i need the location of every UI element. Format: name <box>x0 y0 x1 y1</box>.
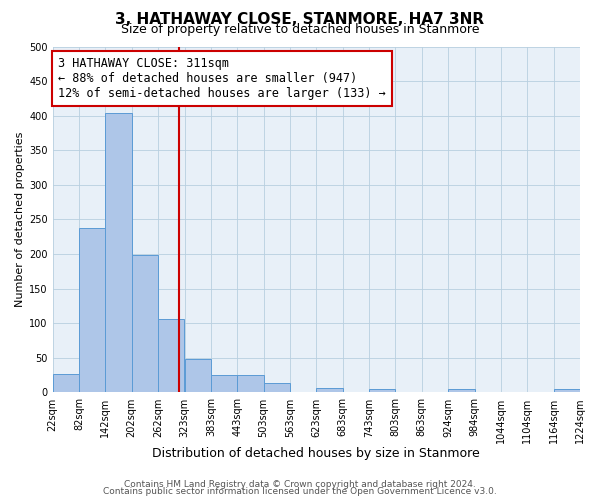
Bar <box>448 389 475 392</box>
Bar <box>554 389 580 392</box>
Bar <box>369 389 395 392</box>
Bar <box>264 384 290 392</box>
Text: 3, HATHAWAY CLOSE, STANMORE, HA7 3NR: 3, HATHAWAY CLOSE, STANMORE, HA7 3NR <box>115 12 485 27</box>
Bar <box>53 374 79 392</box>
Text: Size of property relative to detached houses in Stanmore: Size of property relative to detached ho… <box>121 23 479 36</box>
X-axis label: Distribution of detached houses by size in Stanmore: Distribution of detached houses by size … <box>152 447 480 460</box>
Bar <box>185 358 211 392</box>
Text: Contains public sector information licensed under the Open Government Licence v3: Contains public sector information licen… <box>103 487 497 496</box>
Bar <box>79 228 105 392</box>
Text: 3 HATHAWAY CLOSE: 311sqm
← 88% of detached houses are smaller (947)
12% of semi-: 3 HATHAWAY CLOSE: 311sqm ← 88% of detach… <box>58 57 386 100</box>
Bar <box>316 388 343 392</box>
Bar <box>211 375 237 392</box>
Bar <box>132 255 158 392</box>
Bar <box>238 375 263 392</box>
Bar <box>158 319 184 392</box>
Bar <box>106 113 131 392</box>
Text: Contains HM Land Registry data © Crown copyright and database right 2024.: Contains HM Land Registry data © Crown c… <box>124 480 476 489</box>
Y-axis label: Number of detached properties: Number of detached properties <box>15 132 25 307</box>
